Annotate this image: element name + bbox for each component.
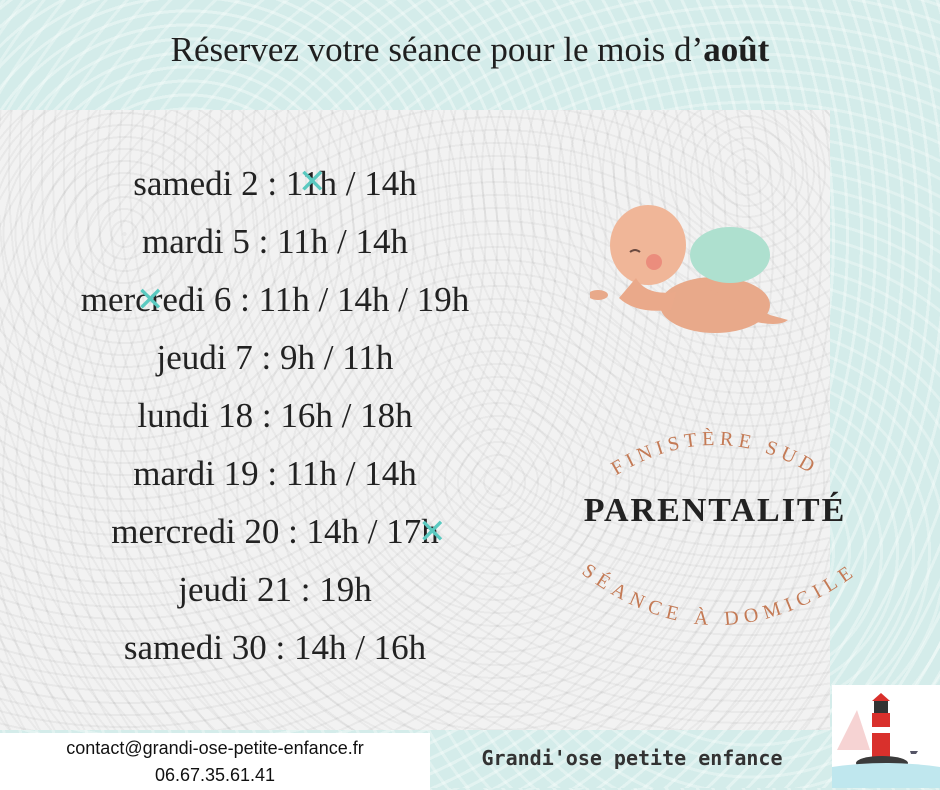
cross-mark-icon: ✕ <box>136 280 165 320</box>
contact-phone[interactable]: 06.67.35.61.41 <box>154 765 276 785</box>
cross-mark-icon: ✕ <box>298 162 327 202</box>
schedule-row: jeudi 21 : 19h <box>178 570 372 609</box>
lighthouse-logo <box>832 685 940 788</box>
region-label: FINISTÈRE SUD <box>607 427 817 480</box>
schedule-row: mercredi 6 : 11h / 14h / 19h ✕ <box>80 280 470 320</box>
contact-block: contact@grandi-ose-petite-enfance.fr 06.… <box>0 733 430 790</box>
schedule-row: samedi 30 : 14h / 16h <box>123 628 427 667</box>
service-label: SÉANCE À DOMICILE <box>578 559 856 631</box>
schedule-row: jeudi 7 : 9h / 11h <box>156 338 394 377</box>
schedule-row: mardi 5 : 11h / 14h <box>141 222 409 261</box>
schedule-row: mercredi 20 : 14h / 17h ✕ <box>111 512 447 552</box>
badge-title: PARENTALITÉ <box>583 492 847 529</box>
parentalite-badge: FINISTÈRE SUD SÉANCE À DOMICILE <box>578 427 862 631</box>
cross-mark-icon: ✕ <box>418 512 447 552</box>
schedule-row: lundi 18 : 16h / 18h <box>137 396 413 435</box>
crawling-baby-illustration <box>590 205 788 333</box>
brand-name: Grandi'ose petite enfance <box>481 746 783 770</box>
schedule-row: samedi 2 : 11h / 14h ✕ <box>133 162 417 203</box>
contact-email[interactable]: contact@grandi-ose-petite-enfance.fr <box>66 738 364 758</box>
schedule-row: mardi 19 : 11h / 14h <box>133 454 417 493</box>
svg-text:SÉANCE À DOMICILE: SÉANCE À DOMICILE <box>578 559 862 631</box>
schedule-list: samedi 2 : 11h / 14h ✕ mardi 5 : 11h / 14… <box>0 160 550 682</box>
svg-text:FINISTÈRE SUD: FINISTÈRE SUD <box>607 427 822 480</box>
page-title: Réservez votre séance pour le mois d’aoû… <box>170 30 770 69</box>
content-panel <box>0 110 830 730</box>
